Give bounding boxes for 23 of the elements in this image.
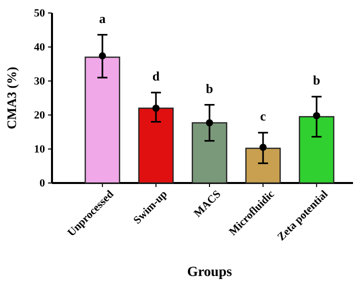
annotation: c	[260, 108, 266, 124]
annotation: b	[206, 80, 214, 96]
point	[259, 144, 267, 151]
point	[152, 104, 160, 112]
y-tick-label: 0	[40, 178, 46, 190]
bar	[84, 56, 120, 184]
y-tick-label: 20	[34, 110, 46, 122]
bar	[138, 108, 174, 184]
y-tick-label: 30	[34, 76, 46, 88]
y-tick-label: 10	[34, 144, 46, 156]
bar	[298, 116, 334, 184]
point	[98, 52, 106, 60]
annotation: b	[312, 72, 320, 88]
bar	[245, 148, 281, 184]
y-tick-label: 40	[34, 42, 46, 54]
y-axis-title: CMA3 (%)	[4, 66, 19, 130]
point	[313, 112, 320, 120]
bar	[192, 122, 228, 184]
annotation: d	[152, 68, 160, 84]
point	[206, 119, 214, 126]
x-axis-title: Groups	[187, 265, 232, 280]
y-tick-label: 50	[34, 8, 46, 20]
annotation: a	[99, 10, 106, 26]
